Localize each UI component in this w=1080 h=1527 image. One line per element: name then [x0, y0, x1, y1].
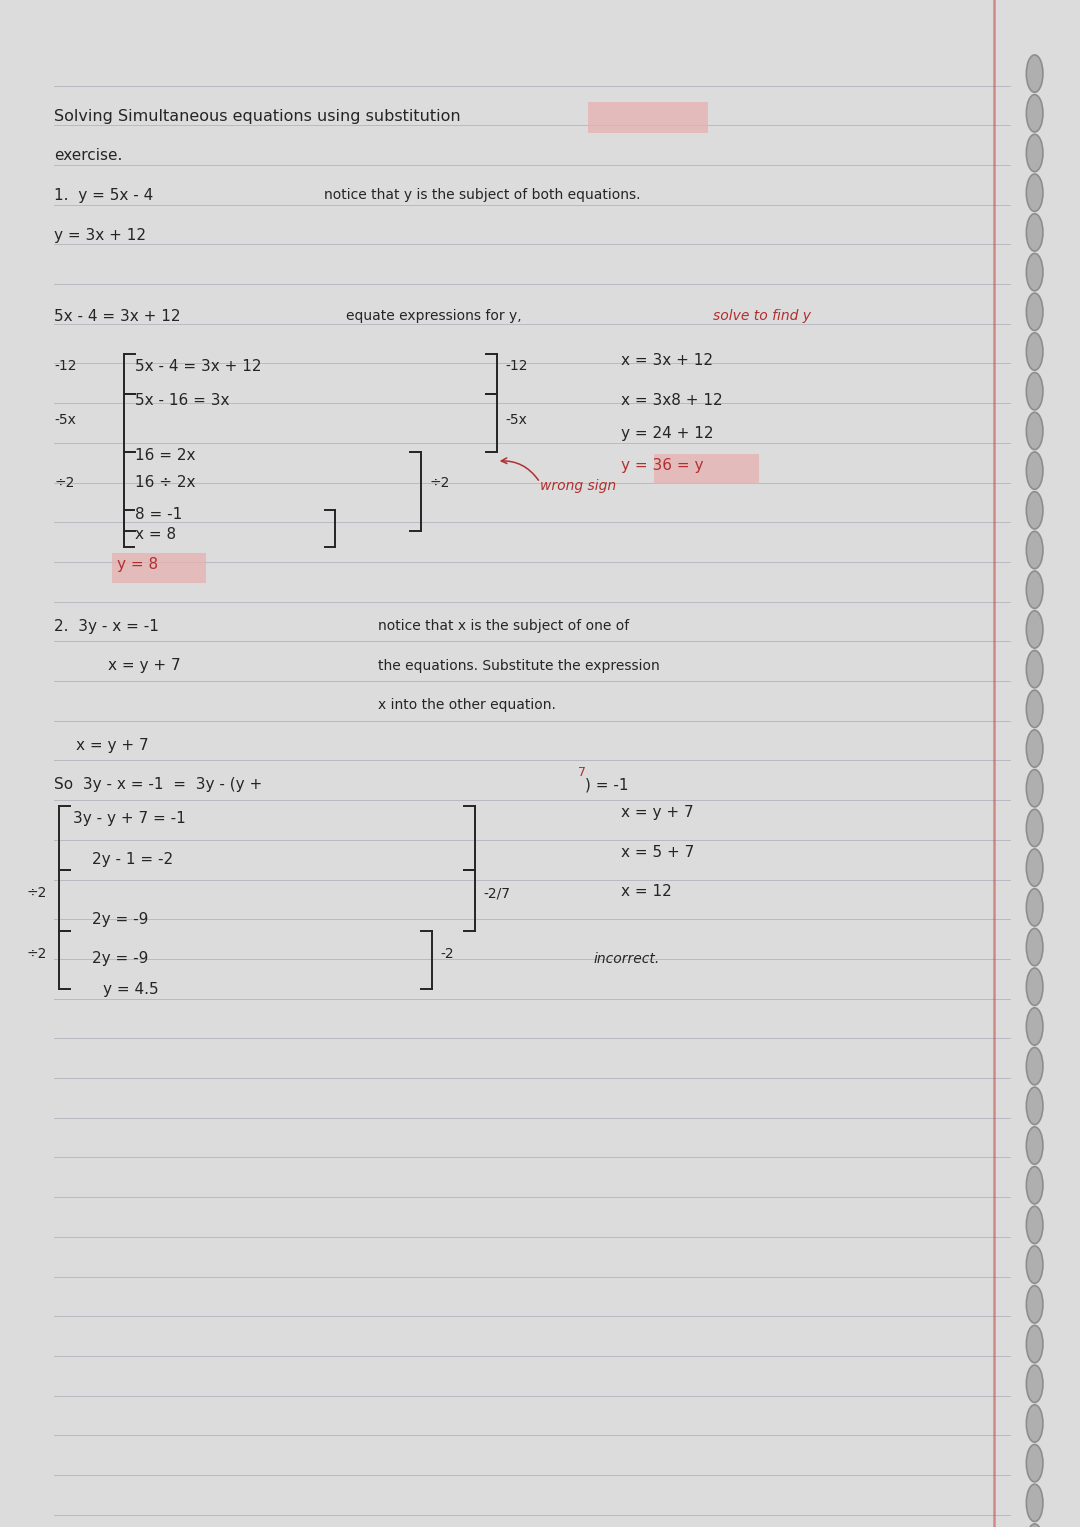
Ellipse shape: [1026, 1524, 1043, 1527]
FancyBboxPatch shape: [112, 553, 206, 583]
Text: 8 = -1: 8 = -1: [135, 507, 183, 522]
FancyBboxPatch shape: [654, 454, 759, 484]
Ellipse shape: [1026, 1127, 1043, 1164]
Text: 16 = 2x: 16 = 2x: [135, 447, 195, 463]
Ellipse shape: [1026, 1365, 1043, 1402]
Ellipse shape: [1026, 174, 1043, 211]
Ellipse shape: [1026, 1206, 1043, 1243]
Text: ÷2: ÷2: [430, 475, 450, 490]
Text: 5x - 4 = 3x + 12: 5x - 4 = 3x + 12: [54, 308, 180, 324]
Ellipse shape: [1026, 1325, 1043, 1362]
Text: x = 3x8 + 12: x = 3x8 + 12: [621, 392, 723, 408]
Text: 2y = -9: 2y = -9: [92, 912, 148, 927]
Ellipse shape: [1026, 651, 1043, 687]
Ellipse shape: [1026, 809, 1043, 846]
Ellipse shape: [1026, 1405, 1043, 1441]
Ellipse shape: [1026, 253, 1043, 290]
Ellipse shape: [1026, 492, 1043, 528]
Text: y = 24 + 12: y = 24 + 12: [621, 426, 714, 441]
Ellipse shape: [1026, 1286, 1043, 1322]
Text: 3y - y + 7 = -1: 3y - y + 7 = -1: [73, 811, 186, 826]
Text: 2y - 1 = -2: 2y - 1 = -2: [92, 852, 173, 867]
Text: notice that x is the subject of one of: notice that x is the subject of one of: [378, 618, 630, 634]
Text: -12: -12: [505, 359, 528, 374]
Text: 5x - 4 = 3x + 12: 5x - 4 = 3x + 12: [135, 359, 261, 374]
Ellipse shape: [1026, 95, 1043, 131]
Text: 16 ÷ 2x: 16 ÷ 2x: [135, 475, 195, 490]
Text: 7: 7: [578, 767, 585, 779]
Ellipse shape: [1026, 849, 1043, 886]
Ellipse shape: [1026, 293, 1043, 330]
Text: x = 5 + 7: x = 5 + 7: [621, 844, 694, 860]
FancyBboxPatch shape: [588, 102, 708, 133]
Text: incorrect.: incorrect.: [594, 951, 660, 967]
Text: 2y = -9: 2y = -9: [92, 951, 148, 967]
Text: x = y + 7: x = y + 7: [108, 658, 180, 673]
Text: wrong sign: wrong sign: [540, 478, 616, 493]
Text: So  3y - x = -1  =  3y - (y +: So 3y - x = -1 = 3y - (y +: [54, 777, 262, 793]
Text: -5x: -5x: [505, 412, 527, 428]
Ellipse shape: [1026, 214, 1043, 250]
Ellipse shape: [1026, 889, 1043, 925]
Ellipse shape: [1026, 1484, 1043, 1521]
Text: the equations. Substitute the expression: the equations. Substitute the expression: [378, 658, 660, 673]
Ellipse shape: [1026, 690, 1043, 727]
Text: equate expressions for y,: equate expressions for y,: [346, 308, 522, 324]
Ellipse shape: [1026, 412, 1043, 449]
Ellipse shape: [1026, 571, 1043, 608]
Ellipse shape: [1026, 373, 1043, 409]
Text: solve to find y: solve to find y: [713, 308, 811, 324]
Text: ) = -1: ) = -1: [585, 777, 629, 793]
Text: x = 8: x = 8: [135, 527, 176, 542]
Text: y = 3x + 12: y = 3x + 12: [54, 228, 146, 243]
Text: Solving Simultaneous equations using substitution: Solving Simultaneous equations using sub…: [54, 108, 461, 124]
Text: 2.  3y - x = -1: 2. 3y - x = -1: [54, 618, 159, 634]
Text: ÷2: ÷2: [27, 886, 48, 901]
Ellipse shape: [1026, 333, 1043, 370]
Text: -2: -2: [441, 947, 455, 962]
Text: x = 3x + 12: x = 3x + 12: [621, 353, 713, 368]
Ellipse shape: [1026, 928, 1043, 965]
Text: exercise.: exercise.: [54, 148, 122, 163]
Text: -5x: -5x: [54, 412, 76, 428]
Text: 5x - 16 = 3x: 5x - 16 = 3x: [135, 392, 229, 408]
Ellipse shape: [1026, 730, 1043, 767]
Ellipse shape: [1026, 611, 1043, 647]
Text: -12: -12: [54, 359, 77, 374]
Text: y = 4.5: y = 4.5: [103, 982, 159, 997]
Text: notice that y is the subject of both equations.: notice that y is the subject of both equ…: [324, 188, 640, 203]
Ellipse shape: [1026, 770, 1043, 806]
Ellipse shape: [1026, 1246, 1043, 1283]
Ellipse shape: [1026, 1167, 1043, 1203]
Text: y = 8: y = 8: [117, 557, 158, 573]
Ellipse shape: [1026, 1445, 1043, 1481]
Text: y = 36 = y: y = 36 = y: [621, 458, 703, 473]
Ellipse shape: [1026, 1048, 1043, 1084]
Ellipse shape: [1026, 531, 1043, 568]
Ellipse shape: [1026, 452, 1043, 489]
Ellipse shape: [1026, 1087, 1043, 1124]
Text: -2/7: -2/7: [484, 886, 511, 901]
Ellipse shape: [1026, 134, 1043, 171]
Ellipse shape: [1026, 968, 1043, 1005]
Ellipse shape: [1026, 55, 1043, 92]
Text: x = 12: x = 12: [621, 884, 672, 899]
Ellipse shape: [1026, 1008, 1043, 1044]
Text: ÷2: ÷2: [54, 475, 75, 490]
Text: 1.  y = 5x - 4: 1. y = 5x - 4: [54, 188, 153, 203]
Text: x = y + 7: x = y + 7: [621, 805, 693, 820]
Text: ÷2: ÷2: [27, 947, 48, 962]
Text: x = y + 7: x = y + 7: [76, 738, 148, 753]
Text: x into the other equation.: x into the other equation.: [378, 698, 556, 713]
